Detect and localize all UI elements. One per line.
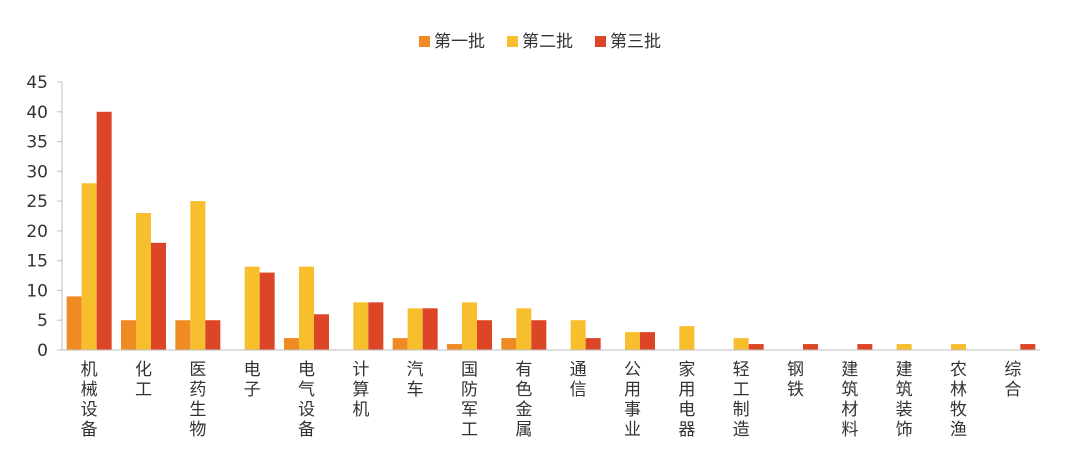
bar-series3-cat15 — [857, 344, 873, 350]
legend-label-1: 第一批 — [434, 32, 485, 52]
x-tick-label: 家用电器 — [678, 360, 695, 440]
x-tick-label: 电子 — [244, 360, 261, 400]
bar-series2-cat11 — [625, 332, 640, 350]
y-tick-label: 35 — [26, 133, 48, 153]
y-tick-label: 25 — [26, 192, 48, 212]
bar-series2-cat12 — [679, 326, 695, 350]
bar-series2-cat5 — [299, 266, 314, 350]
y-tick-label: 10 — [26, 281, 48, 301]
bar-series2-cat3 — [190, 201, 206, 350]
bar-series2-cat13 — [733, 338, 749, 350]
y-tick-label: 45 — [26, 73, 48, 93]
bar-series3-cat18 — [1020, 344, 1036, 350]
y-tick-label: 0 — [37, 341, 48, 361]
y-axis: 0 5 10 15 20 25 30 35 40 45 — [26, 73, 63, 361]
x-tick-label: 建筑材料 — [841, 360, 858, 440]
bar-series1-cat1 — [66, 296, 82, 350]
bar-series3-cat8 — [477, 320, 492, 350]
bar-series1-cat8 — [447, 344, 462, 350]
x-tick-label: 医药生物 — [189, 360, 206, 440]
x-tick-label: 化工 — [135, 360, 152, 400]
bar-series2-cat10 — [570, 320, 586, 350]
x-tick-label: 计算机 — [352, 360, 369, 420]
bar-series2-cat6 — [353, 302, 369, 350]
bar-series2-cat4 — [244, 266, 260, 350]
bar-series2-cat8 — [462, 302, 477, 350]
bar-series3-cat9 — [531, 320, 547, 350]
bar-series1-cat9 — [501, 338, 517, 350]
legend-swatch-2 — [507, 36, 518, 47]
bar-series2-cat7 — [407, 308, 423, 350]
bar-series1-cat3 — [175, 320, 191, 350]
x-tick-label: 有色金属 — [515, 360, 532, 440]
bar-series3-cat4 — [259, 272, 275, 350]
y-tick-label: 30 — [26, 162, 48, 182]
x-tick-label: 公用事业 — [624, 360, 641, 440]
bar-series3-cat1 — [96, 111, 112, 351]
bar-series1-cat2 — [121, 320, 136, 350]
x-tick-label: 通信 — [570, 360, 587, 400]
y-tick-label: 5 — [37, 311, 48, 331]
x-axis: 机械设备 化工 医药生物 电子 电气设备 计算机 汽车 国防军工 有色金属 通信 公用事业 家用电器 轻… — [62, 349, 1040, 440]
x-tick-label: 国防军工 — [461, 360, 478, 440]
legend-swatch-3 — [595, 36, 606, 47]
bar-series2-cat1 — [81, 183, 97, 350]
y-tick-label: 20 — [26, 222, 48, 242]
bar-series2-cat2 — [136, 213, 151, 350]
bar-series1-cat7 — [392, 338, 408, 350]
x-tick-label: 农林牧渔 — [950, 360, 967, 440]
bar-series3-cat14 — [803, 344, 818, 350]
bar-series3-cat10 — [585, 338, 601, 350]
bar-series1-cat5 — [284, 338, 299, 350]
bar-series2-cat16 — [896, 344, 912, 350]
legend: 第一批 第二批 第三批 — [419, 32, 661, 52]
bar-series3-cat13 — [748, 344, 764, 350]
x-tick-label: 轻工制造 — [733, 360, 750, 440]
x-tick-label: 机械设备 — [81, 360, 98, 440]
bar-series3-cat5 — [314, 314, 329, 350]
x-tick-label: 钢铁 — [787, 360, 804, 400]
x-tick-label: 汽车 — [407, 360, 424, 400]
bar-series3-cat6 — [368, 302, 384, 350]
bar-series3-cat11 — [640, 332, 655, 350]
x-tick-label: 电气设备 — [298, 360, 315, 440]
bar-series3-cat3 — [205, 320, 221, 350]
legend-label-2: 第二批 — [522, 32, 573, 52]
bars-group — [66, 111, 1036, 351]
x-tick-label: 建筑装饰 — [896, 360, 913, 440]
bar-series2-cat9 — [516, 308, 532, 350]
y-tick-label: 40 — [26, 103, 48, 123]
bar-series2-cat17 — [951, 344, 966, 350]
legend-swatch-1 — [419, 36, 430, 47]
bar-series3-cat2 — [151, 242, 166, 350]
bar-series3-cat7 — [422, 308, 438, 350]
legend-label-3: 第三批 — [610, 32, 661, 52]
x-tick-label: 综合 — [1004, 360, 1021, 400]
y-tick-label: 15 — [26, 252, 48, 272]
